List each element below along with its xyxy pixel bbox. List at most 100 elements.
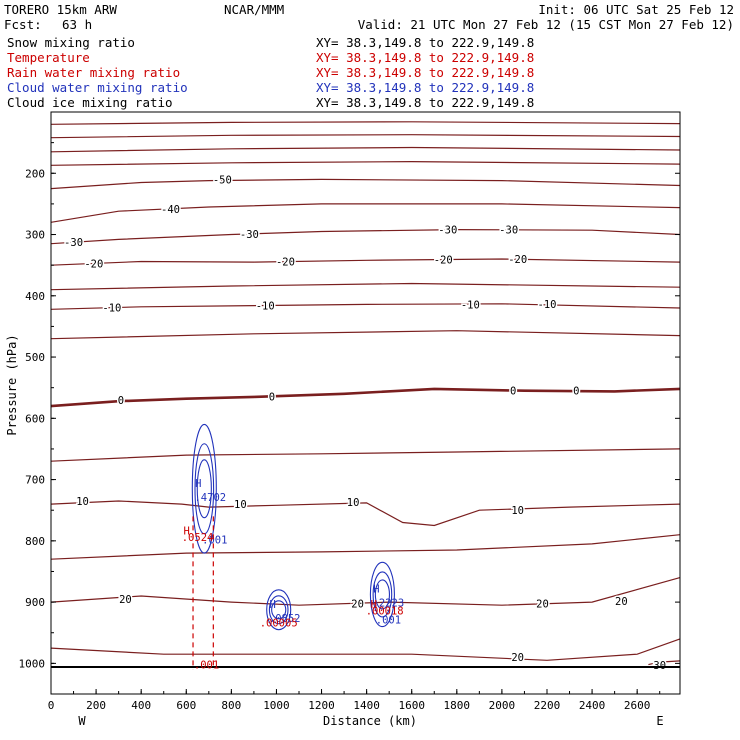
cloud-water-max-marker-0: H [195, 478, 201, 490]
isotherm-label-11-0: 0 [118, 395, 124, 407]
isotherm-label-6-2: -30 [438, 225, 457, 237]
field-xy-rain: XY= 38.3,149.8 to 222.9,149.8 [316, 65, 534, 80]
rain-max-value-1: .00005 [260, 618, 298, 630]
isotherm-label-9-3: -10 [538, 299, 557, 311]
isotherm-3 [50, 160, 681, 166]
x-axis-title: Distance (km) [323, 714, 417, 728]
isotherm-label-7-2: -20 [434, 255, 453, 267]
cloud-water-contour-0-0 [191, 423, 217, 554]
y-tick-label-2: 400 [25, 290, 45, 303]
isotherm-label-13-1: 10 [234, 499, 247, 511]
isotherm-5 [50, 203, 681, 223]
cloud-water-max-value-1: .0852 [269, 613, 301, 625]
y-tick-label-1: 300 [25, 229, 45, 242]
y-tick-label-7: 900 [25, 596, 45, 609]
isotherm-label-7-0: -20 [84, 258, 103, 270]
field-name-rain: Rain water mixing ratio [7, 65, 180, 80]
y-tick-label-8: 1000 [19, 657, 46, 670]
y-tick-label-6: 800 [25, 535, 45, 548]
isotherm-9 [50, 303, 681, 310]
isotherm-label-9-2: -10 [461, 299, 480, 311]
isotherm-11 [50, 387, 681, 408]
model-name: TORERO 15km ARW [4, 2, 117, 17]
isotherm-12 [50, 448, 681, 462]
isotherm-1 [50, 134, 681, 139]
isotherm-14 [50, 534, 681, 560]
cloud-water-max-value-4: .001 [202, 535, 227, 547]
rain-max-marker-2: H [371, 599, 377, 611]
cloud-water-contour-2-1 [372, 571, 393, 618]
isotherm-label-6-0: -30 [64, 237, 83, 249]
y-tick-label-0: 200 [25, 167, 45, 180]
cloud-water-contour-0-2 [196, 459, 212, 519]
isotherm-10 [50, 330, 681, 340]
isotherm-label-5-0: -40 [161, 204, 180, 216]
isotherm-label-7-3: -20 [508, 254, 527, 266]
x-tick-label-5: 1000 [263, 699, 290, 712]
cloud-water-max-value-0: .4702 [194, 492, 226, 504]
cloud-water-contour-2-0 [369, 561, 395, 628]
isotherm-label-11-1: 0 [269, 391, 275, 403]
cloud-water-contour-1-0 [266, 589, 292, 631]
cloud-water-contour-0-1 [194, 443, 215, 535]
x-tick-label-2: 400 [131, 699, 151, 712]
x-tick-label-1: 200 [86, 699, 106, 712]
x-tick-label-3: 600 [176, 699, 196, 712]
isotherm-label-15-0: 20 [119, 594, 132, 606]
isotherm-label-13-2: 10 [347, 497, 360, 509]
field-name-cloud-water: Cloud water mixing ratio [7, 80, 188, 95]
x-axis-west-label: W [78, 714, 86, 728]
isotherm-label-9-1: -10 [256, 301, 275, 313]
isotherm-label-4-0: -50 [213, 174, 232, 186]
isotherm-label-11-3: 0 [573, 386, 579, 398]
x-tick-label-11: 2200 [534, 699, 561, 712]
forecast-label: Fcst: [4, 17, 42, 32]
x-tick-label-4: 800 [221, 699, 241, 712]
cloud-water-max-value-2: .2223 [373, 597, 405, 609]
isotherm-label-15-1: 20 [351, 598, 364, 610]
x-tick-label-12: 2400 [579, 699, 606, 712]
isotherm-15 [50, 577, 681, 606]
y-tick-label-5: 700 [25, 474, 45, 487]
hydrometeor-layer: H.4702H.0852H.2223.001.001H.0524.00005H.… [51, 423, 680, 671]
isotherm-layer: -50-40-30-30 -30 -30-20 -20 -20 -20-10 -10 -10-… [50, 121, 681, 674]
isotherm-label-13-0: 10 [76, 496, 89, 508]
rain-max-value-2: .00018 [366, 605, 404, 617]
field-name-temperature: Temperature [7, 50, 90, 65]
isotherm-label-15-2: 20 [536, 598, 549, 610]
isotherm-13 [50, 500, 681, 527]
field-name-snow: Snow mixing ratio [7, 35, 135, 50]
plot-frame [50, 111, 681, 695]
x-tick-label-9: 1800 [444, 699, 471, 712]
isotherm-label-15-3: 20 [615, 596, 628, 608]
isotherm-label-7-1: -20 [276, 256, 295, 268]
init-time: Init: 06 UTC Sat 25 Feb 12 [538, 2, 734, 17]
isotherm-16 [50, 638, 681, 661]
field-xy-cloud-ice: XY= 38.3,149.8 to 222.9,149.8 [316, 95, 534, 110]
cloud-water-contour-1-1 [268, 595, 289, 625]
cloud-water-max-marker-1: H [270, 599, 276, 611]
field-name-cloud-ice: Cloud ice mixing ratio [7, 95, 173, 110]
rain-max-marker-0: H [184, 526, 190, 538]
rain-max-value-0: .0524 [182, 532, 214, 544]
forecast-hour: 63 h [62, 17, 92, 32]
y-axis-title: Pressure (hPa) [5, 334, 19, 435]
valid-time: Valid: 21 UTC Mon 27 Feb 12 (15 CST Mon … [358, 17, 734, 32]
x-axis-east-label: E [656, 714, 663, 728]
isotherm-17 [648, 660, 681, 666]
field-xy-snow: XY= 38.3,149.8 to 222.9,149.8 [316, 35, 534, 50]
cloud-water-max-marker-2: H [373, 583, 379, 595]
x-tick-label-6: 1200 [308, 699, 335, 712]
cloud-water-contour-2-2 [374, 579, 391, 610]
rain-max-value-3: .001 [194, 659, 219, 671]
x-tick-label-13: 2600 [624, 699, 651, 712]
x-tick-label-0: 0 [48, 699, 55, 712]
field-legend: Snow mixing ratio XY= 38.3,149.8 to 222.… [7, 35, 534, 110]
x-tick-label-10: 2000 [489, 699, 516, 712]
y-tick-label-3: 500 [25, 351, 45, 364]
center-name: NCAR/MMM [224, 2, 284, 17]
isotherm-7 [50, 258, 681, 266]
isotherm-label-16-0: 20 [511, 652, 524, 664]
